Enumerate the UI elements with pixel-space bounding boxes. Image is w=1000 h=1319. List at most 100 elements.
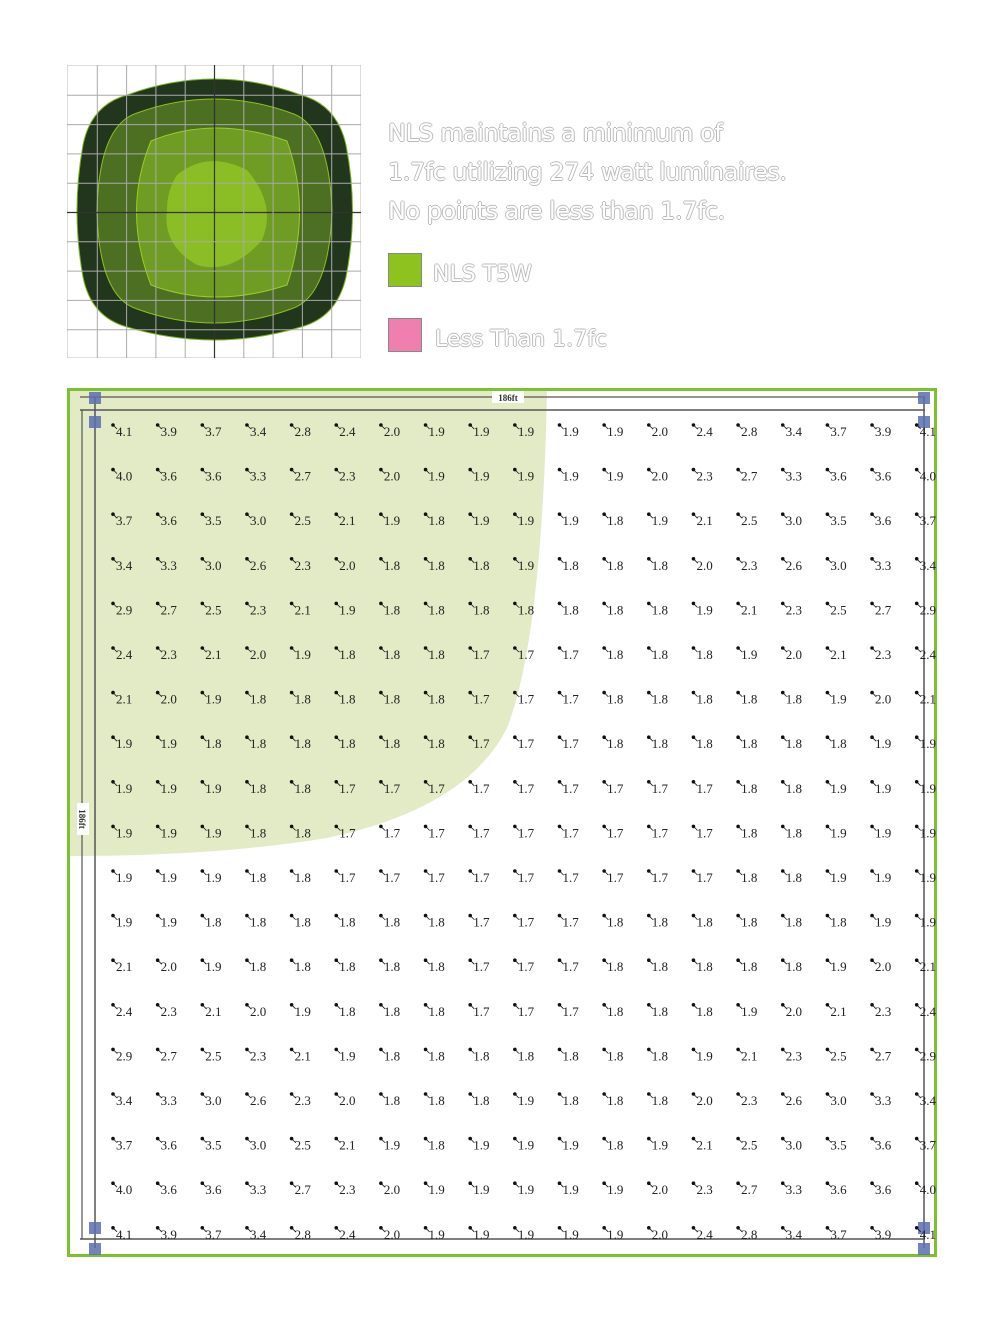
illuminance-point: 1.9 bbox=[736, 646, 757, 662]
illuminance-value: 1.9 bbox=[563, 1182, 579, 1197]
illuminance-value: 1.8 bbox=[250, 959, 266, 974]
illuminance-value: 1.7 bbox=[607, 781, 624, 796]
illuminance-value: 1.9 bbox=[875, 870, 891, 885]
illuminance-value: 1.7 bbox=[518, 915, 535, 930]
point-leader bbox=[603, 1093, 609, 1099]
illuminance-value: 2.9 bbox=[116, 602, 132, 617]
point-leader bbox=[559, 1227, 564, 1233]
illuminance-value: 3.6 bbox=[875, 469, 892, 484]
point-leader bbox=[648, 1182, 654, 1188]
illuminance-point: 2.0 bbox=[647, 423, 668, 439]
point-leader bbox=[648, 603, 654, 608]
pole-marker bbox=[89, 1243, 101, 1255]
illuminance-point: 1.8 bbox=[379, 1092, 400, 1108]
illuminance-value: 1.9 bbox=[830, 692, 846, 707]
illuminance-value: 2.7 bbox=[741, 1182, 758, 1197]
illuminance-point: 1.8 bbox=[423, 557, 445, 573]
illuminance-value: 3.0 bbox=[786, 513, 802, 528]
illuminance-point: 3.9 bbox=[155, 1226, 177, 1242]
illuminance-value: 2.3 bbox=[741, 1093, 757, 1108]
point-leader bbox=[112, 1093, 118, 1099]
illuminance-value: 2.1 bbox=[116, 959, 132, 974]
illuminance-point: 1.7 bbox=[557, 869, 579, 885]
illuminance-point: 1.8 bbox=[200, 913, 222, 930]
illuminance-value: 1.9 bbox=[518, 469, 534, 484]
illuminance-value: 1.8 bbox=[563, 1093, 579, 1108]
point-leader bbox=[648, 1004, 654, 1010]
point-leader bbox=[782, 513, 788, 519]
illuminance-point: 1.9 bbox=[513, 423, 534, 439]
illuminance-value: 3.5 bbox=[830, 1138, 846, 1153]
illuminance-value: 3.9 bbox=[161, 424, 177, 439]
illuminance-point: 2.1 bbox=[111, 958, 132, 974]
illuminance-point: 4.1 bbox=[914, 423, 936, 439]
point-leader bbox=[871, 558, 877, 564]
point-leader bbox=[737, 1049, 743, 1054]
illuminance-point: 3.4 bbox=[780, 1226, 803, 1242]
illuminance-value: 1.8 bbox=[295, 870, 311, 885]
point-leader bbox=[335, 781, 341, 787]
point-leader bbox=[871, 1049, 877, 1054]
illuminance-value: 1.9 bbox=[429, 469, 445, 484]
illuminance-value: 1.8 bbox=[652, 736, 668, 751]
illuminance-value: 1.8 bbox=[295, 736, 311, 751]
illuminance-value: 2.8 bbox=[741, 1227, 757, 1242]
point-leader bbox=[469, 870, 475, 876]
illuminance-value: 2.0 bbox=[696, 558, 712, 573]
point-leader bbox=[559, 959, 564, 965]
point-leader bbox=[916, 692, 921, 697]
illuminance-point: 2.1 bbox=[914, 690, 936, 707]
illuminance-value: 2.0 bbox=[339, 1093, 355, 1108]
illuminance-point: 1.8 bbox=[647, 1047, 668, 1063]
illuminance-value: 1.7 bbox=[518, 1004, 535, 1019]
illuminance-value: 2.0 bbox=[786, 647, 802, 662]
point-leader bbox=[335, 1049, 341, 1054]
illuminance-point: 2.4 bbox=[914, 646, 936, 662]
illuminance-value: 4.0 bbox=[920, 1182, 936, 1197]
illuminance-point: 3.3 bbox=[245, 467, 266, 484]
illuminance-value: 1.8 bbox=[563, 602, 579, 617]
illuminance-value: 2.0 bbox=[161, 959, 177, 974]
point-leader bbox=[291, 1093, 296, 1099]
illuminance-value: 1.9 bbox=[116, 736, 132, 751]
illuminance-point: 2.9 bbox=[914, 1047, 936, 1063]
illuminance-point: 2.7 bbox=[870, 601, 892, 617]
illuminance-point: 1.7 bbox=[513, 824, 535, 840]
illuminance-point: 1.9 bbox=[870, 913, 891, 930]
illuminance-value: 1.8 bbox=[384, 647, 400, 662]
illuminance-point: 1.9 bbox=[468, 512, 489, 528]
illuminance-value: 2.0 bbox=[384, 469, 400, 484]
point-leader bbox=[112, 647, 118, 653]
point-leader bbox=[737, 1093, 743, 1099]
point-leader bbox=[603, 736, 609, 742]
point-leader bbox=[157, 826, 162, 831]
illuminance-value: 1.8 bbox=[786, 692, 802, 707]
illuminance-point: 1.9 bbox=[513, 1136, 534, 1153]
point-leader bbox=[916, 959, 921, 965]
illuminance-point: 3.6 bbox=[155, 1136, 177, 1153]
illuminance-point: 2.0 bbox=[691, 1092, 713, 1108]
point-leader bbox=[514, 469, 520, 474]
illuminance-value: 3.4 bbox=[920, 1093, 937, 1108]
point-leader bbox=[916, 1227, 921, 1233]
illuminance-value: 3.7 bbox=[116, 1138, 133, 1153]
point-leader bbox=[112, 1049, 118, 1054]
illuminance-point: 1.9 bbox=[557, 1181, 579, 1197]
illuminance-value: 2.4 bbox=[696, 1227, 713, 1242]
point-leader bbox=[737, 424, 743, 430]
illuminance-value: 4.0 bbox=[116, 1182, 132, 1197]
point-leader bbox=[603, 915, 609, 920]
illuminance-point: 1.8 bbox=[602, 1003, 623, 1019]
point-leader bbox=[157, 781, 162, 787]
illuminance-point: 1.8 bbox=[691, 735, 713, 751]
illuminance-value: 1.7 bbox=[518, 870, 535, 885]
illuminance-point: 1.8 bbox=[289, 958, 311, 974]
illuminance-point: 3.7 bbox=[200, 423, 222, 439]
illuminance-point: 1.9 bbox=[825, 869, 847, 885]
illuminance-value: 1.9 bbox=[161, 870, 177, 885]
point-leader bbox=[916, 424, 921, 430]
illuminance-value: 1.9 bbox=[518, 1182, 534, 1197]
point-leader bbox=[693, 603, 698, 608]
illuminance-point: 3.7 bbox=[825, 423, 847, 439]
point-leader bbox=[291, 915, 296, 920]
